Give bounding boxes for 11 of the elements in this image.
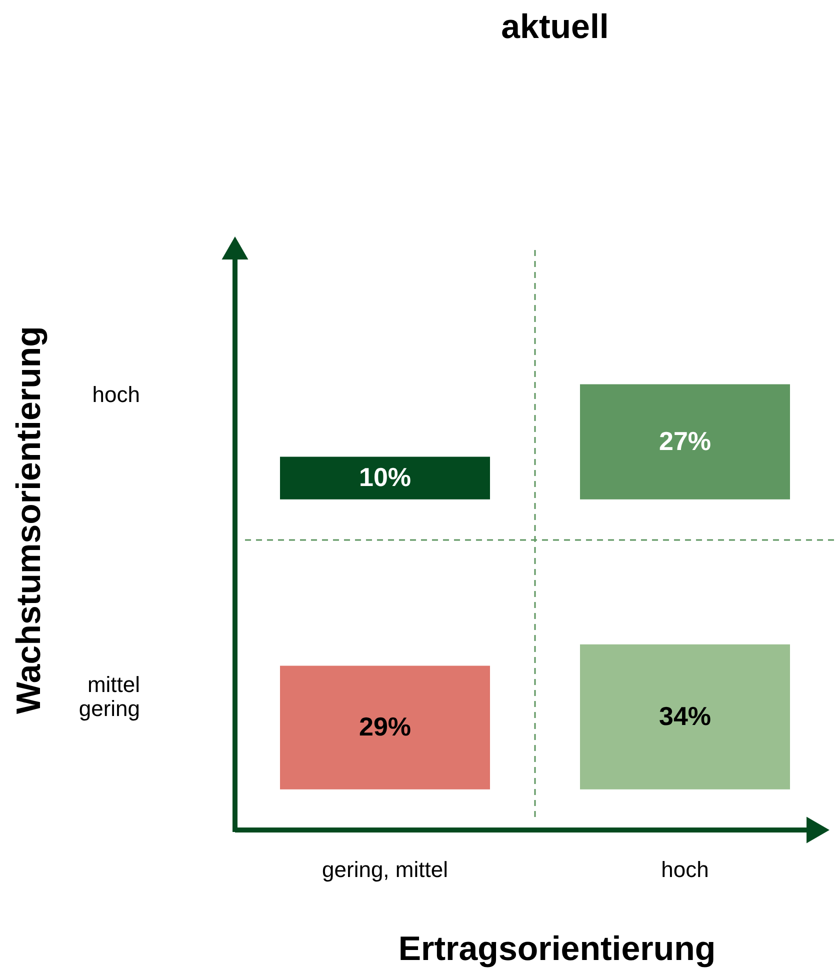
category-label: hoch [661, 857, 709, 882]
text: Ertragsorientierung [398, 930, 716, 968]
data-label: 10% [358, 462, 412, 492]
data-label: 34% [658, 700, 712, 731]
text: Wachstumsorientierung [10, 326, 48, 714]
text: aktuell [501, 8, 609, 46]
category-label: gering, mittel [322, 857, 448, 882]
data-label: 29% [358, 712, 412, 742]
data-label: 27% [658, 426, 712, 456]
category-label: mittel gering [78, 672, 140, 721]
category-label: hoch [92, 382, 140, 407]
